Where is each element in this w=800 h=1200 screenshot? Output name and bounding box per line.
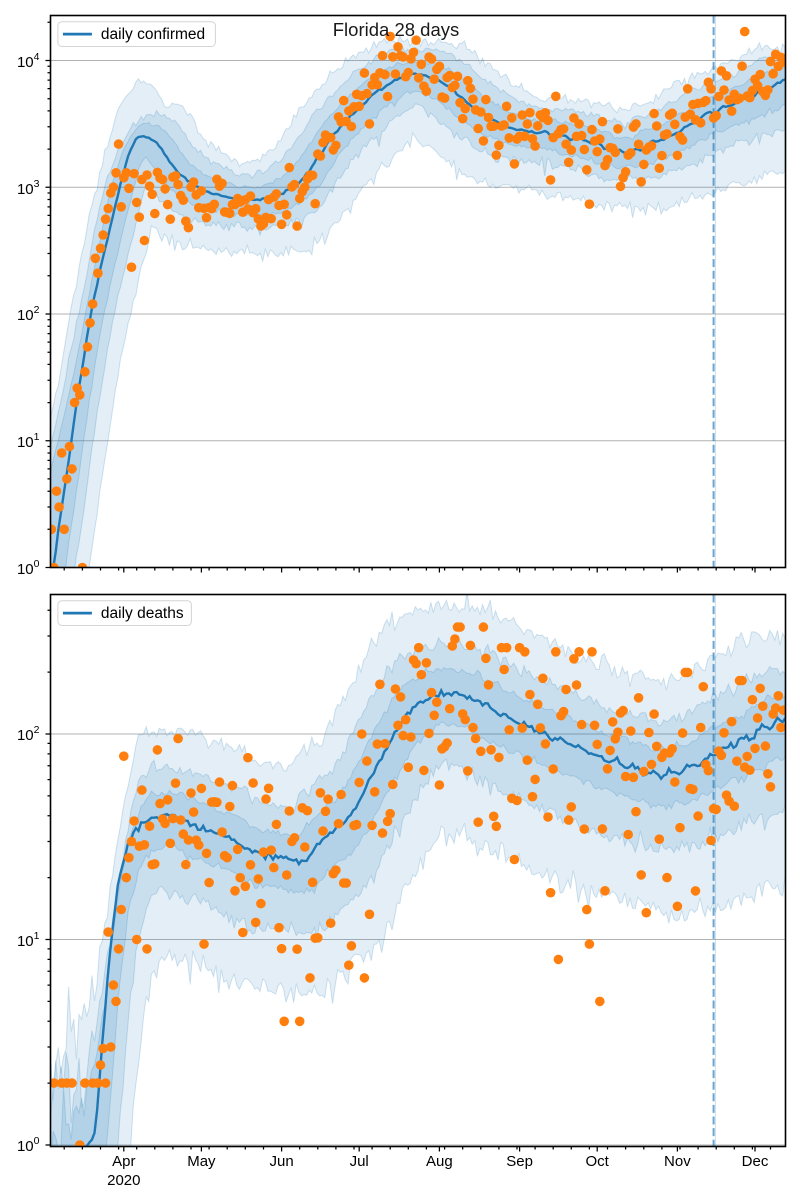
svg-text:daily deaths: daily deaths [101, 605, 184, 622]
svg-text:Florida 28 days: Florida 28 days [333, 19, 459, 40]
svg-text:Oct: Oct [586, 1153, 610, 1170]
svg-text:Dec: Dec [742, 1153, 769, 1170]
svg-text:Apr: Apr [112, 1153, 135, 1170]
svg-text:Aug: Aug [426, 1153, 453, 1170]
svg-text:daily confirmed: daily confirmed [101, 26, 205, 43]
svg-text:Sep: Sep [506, 1153, 533, 1170]
svg-text:Nov: Nov [664, 1153, 691, 1170]
svg-text:2020: 2020 [107, 1172, 140, 1189]
svg-text:Jun: Jun [270, 1153, 294, 1170]
svg-text:May: May [187, 1153, 216, 1170]
svg-text:Jul: Jul [350, 1153, 369, 1170]
